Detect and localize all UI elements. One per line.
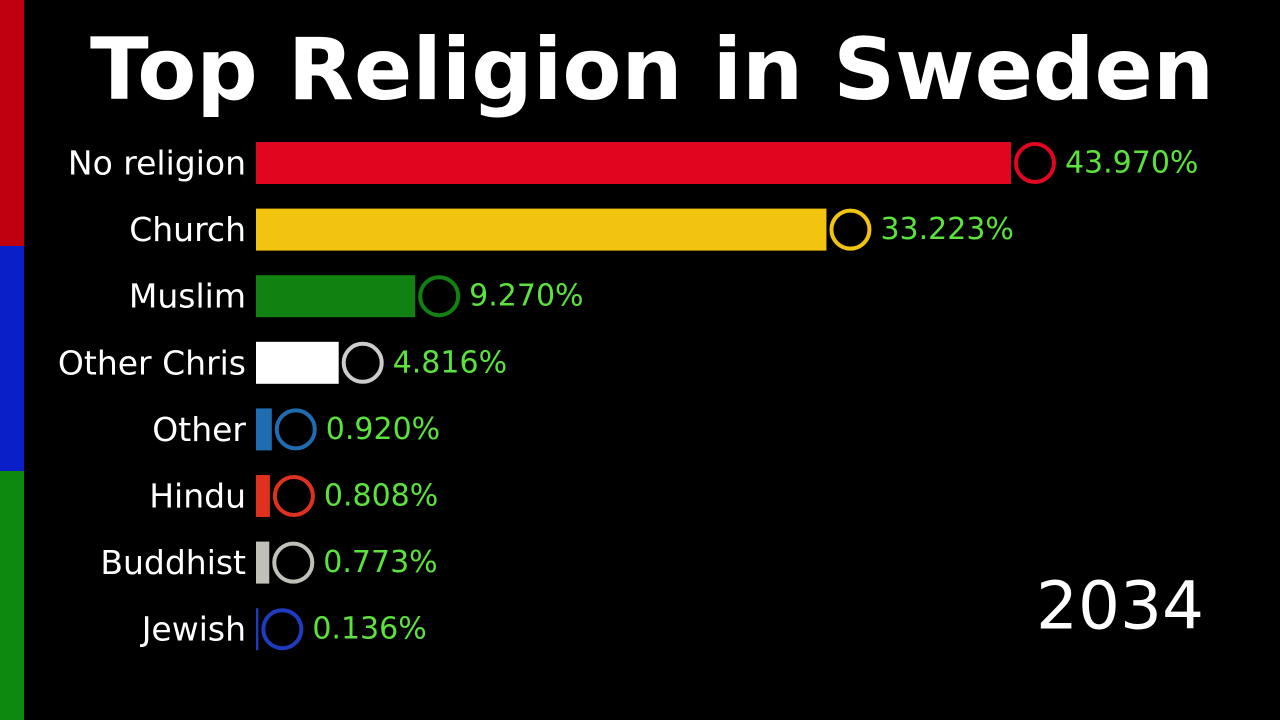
- bar: [256, 541, 270, 584]
- category-label: Muslim: [129, 277, 246, 316]
- bar: [256, 475, 270, 517]
- category-label: Jewish: [140, 610, 246, 649]
- icon: [272, 541, 315, 584]
- value-label: 4.816%: [393, 345, 507, 380]
- category-label: Hindu: [149, 477, 246, 516]
- category-label: Buddhist: [100, 543, 246, 582]
- side-stripe: [0, 0, 24, 246]
- value-label: 0.808%: [324, 479, 438, 514]
- bar: [256, 275, 416, 318]
- bar: [256, 341, 339, 384]
- category-label: No religion: [68, 144, 246, 183]
- value-label: 0.920%: [326, 412, 440, 447]
- icon: [1013, 142, 1056, 184]
- value-label: 33.223%: [880, 212, 1013, 247]
- icon: [829, 208, 872, 251]
- year-label: 2034: [1036, 568, 1204, 645]
- icon: [341, 341, 384, 384]
- bar: [256, 208, 827, 251]
- bar: [256, 608, 259, 651]
- value-label: 43.970%: [1065, 146, 1198, 181]
- value-label: 0.136%: [312, 612, 426, 647]
- value-label: 0.773%: [323, 545, 437, 580]
- bar: [256, 408, 272, 451]
- icon: [272, 475, 315, 517]
- category-label: Church: [129, 210, 246, 249]
- bar: [256, 142, 1011, 184]
- side-stripe: [0, 471, 24, 720]
- category-label: Other Chris: [58, 343, 246, 382]
- icon: [261, 608, 304, 651]
- icon: [418, 275, 461, 318]
- side-stripe: [0, 246, 24, 471]
- category-label: Other: [152, 410, 246, 449]
- icon: [274, 408, 317, 451]
- value-label: 9.270%: [469, 279, 583, 314]
- chart-title: Top Religion in Sweden: [90, 20, 1214, 120]
